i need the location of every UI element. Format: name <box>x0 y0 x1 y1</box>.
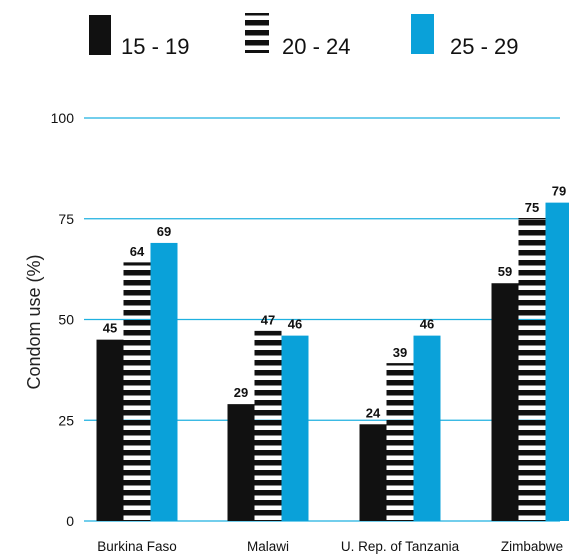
value-labels: 45 64 69 29 47 46 24 39 46 59 75 79 <box>103 184 566 421</box>
value-label: 64 <box>130 244 145 259</box>
legend-item-20-24: 20 - 24 <box>245 13 351 59</box>
legend-item-15-19: 15 - 19 <box>89 15 190 59</box>
bar-25-29-malawi <box>281 335 309 521</box>
category-label: Zimbabwe <box>501 539 563 554</box>
value-label: 69 <box>157 224 171 239</box>
bars <box>96 202 569 521</box>
y-tick-label: 100 <box>51 110 75 126</box>
y-axis-label: Condom use (%) <box>24 254 44 389</box>
bar-20-24-u-rep-of-tanzania <box>386 363 414 521</box>
legend: 15 - 19 20 - 24 25 - 29 <box>89 13 519 59</box>
legend-swatch-20-24 <box>245 13 269 53</box>
bar-15-19-burkina-faso <box>96 339 124 521</box>
legend-label-25-29: 25 - 29 <box>450 34 519 59</box>
y-tick-label: 25 <box>58 412 74 428</box>
legend-label-20-24: 20 - 24 <box>282 34 351 59</box>
value-label: 46 <box>288 317 302 332</box>
y-tick-label: 75 <box>58 211 74 227</box>
bar-20-24-burkina-faso <box>123 263 151 521</box>
value-label: 29 <box>234 385 248 400</box>
value-label: 75 <box>525 200 539 215</box>
legend-label-15-19: 15 - 19 <box>121 34 190 59</box>
legend-swatch-15-19 <box>89 15 111 55</box>
category-label: Malawi <box>247 539 289 554</box>
category-label: Burkina Faso <box>97 539 177 554</box>
value-label: 79 <box>552 184 566 199</box>
y-tick-label: 0 <box>66 513 74 529</box>
bar-20-24-zimbabwe <box>518 218 546 521</box>
bar-25-29-burkina-faso <box>150 242 178 521</box>
category-labels: Burkina Faso Malawi U. Rep. of Tanzania Zim… <box>97 539 563 554</box>
value-label: 59 <box>498 264 512 279</box>
bar-20-24-malawi <box>254 331 282 521</box>
y-axis-ticks: 0 25 50 75 100 <box>51 110 75 529</box>
value-label: 47 <box>261 313 275 328</box>
legend-swatch-25-29 <box>411 14 434 54</box>
y-tick-label: 50 <box>58 312 74 328</box>
value-label: 39 <box>393 345 407 360</box>
bar-25-29-zimbabwe <box>545 202 569 521</box>
bar-25-29-u-rep-of-tanzania <box>413 335 441 521</box>
value-label: 24 <box>366 405 381 420</box>
bar-15-19-u-rep-of-tanzania <box>359 424 387 521</box>
value-label: 45 <box>103 321 117 336</box>
category-label: U. Rep. of Tanzania <box>341 539 460 554</box>
value-label: 46 <box>420 317 434 332</box>
legend-item-25-29: 25 - 29 <box>411 14 519 59</box>
bar-15-19-zimbabwe <box>491 283 519 521</box>
bar-15-19-malawi <box>227 404 255 521</box>
